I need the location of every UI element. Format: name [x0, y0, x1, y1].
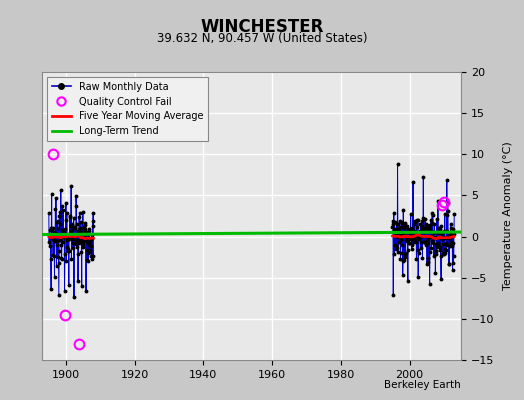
Text: 39.632 N, 90.457 W (United States): 39.632 N, 90.457 W (United States)	[157, 32, 367, 45]
Text: WINCHESTER: WINCHESTER	[200, 18, 324, 36]
Legend: Raw Monthly Data, Quality Control Fail, Five Year Moving Average, Long-Term Tren: Raw Monthly Data, Quality Control Fail, …	[47, 77, 208, 141]
Text: Berkeley Earth: Berkeley Earth	[385, 380, 461, 390]
Y-axis label: Temperature Anomaly (°C): Temperature Anomaly (°C)	[503, 142, 512, 290]
